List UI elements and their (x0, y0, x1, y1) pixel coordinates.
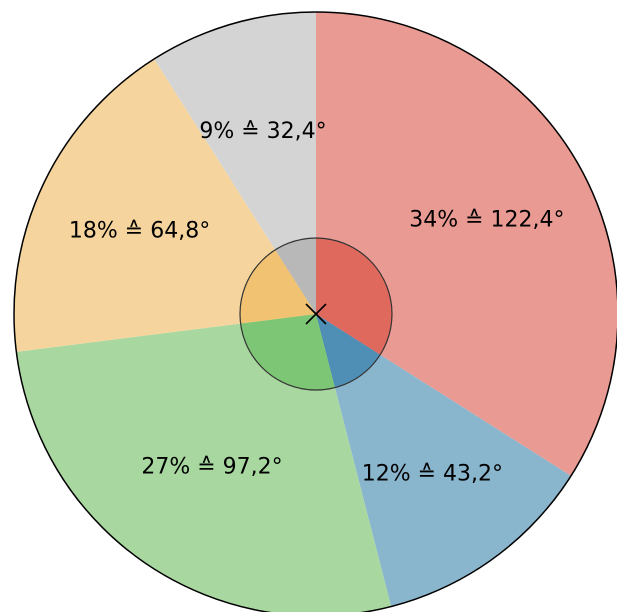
center-cross-line (305, 303, 327, 325)
pie-slice (16, 314, 392, 612)
slice-label: 12% ≙ 43,2° (362, 462, 503, 487)
inner-slice (275, 238, 316, 314)
pie-slices (13, 11, 617, 612)
center-cross-marker (305, 303, 327, 325)
pie-slice (13, 59, 316, 352)
slice-labels: 34% ≙ 122,4° 12% ≙ 43,2° 27% ≙ 97,2° 18% ≙ … (69, 119, 565, 487)
slice-label: 18% ≙ 64,8° (69, 218, 210, 243)
slice-label: 27% ≙ 97,2° (141, 455, 282, 480)
inner-slice (316, 314, 381, 388)
pie-slice (316, 12, 617, 476)
slice-label: 9% ≙ 32,4° (199, 119, 326, 144)
inner-circle-outline (239, 237, 393, 391)
inner-circle-slices (240, 238, 392, 391)
inner-slice (240, 314, 335, 391)
pie-slice (154, 11, 316, 314)
pie-outline (13, 11, 617, 612)
inner-slice (240, 249, 316, 324)
pie-slice (316, 314, 571, 607)
slice-label: 34% ≙ 122,4° (409, 208, 564, 233)
inner-slice (316, 238, 392, 355)
